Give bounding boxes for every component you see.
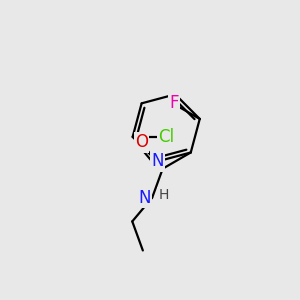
- Text: N: N: [151, 152, 164, 170]
- Text: F: F: [169, 94, 179, 112]
- Text: Cl: Cl: [158, 128, 175, 146]
- Text: H: H: [158, 188, 169, 203]
- Text: N: N: [138, 189, 151, 207]
- Text: O: O: [135, 133, 148, 151]
